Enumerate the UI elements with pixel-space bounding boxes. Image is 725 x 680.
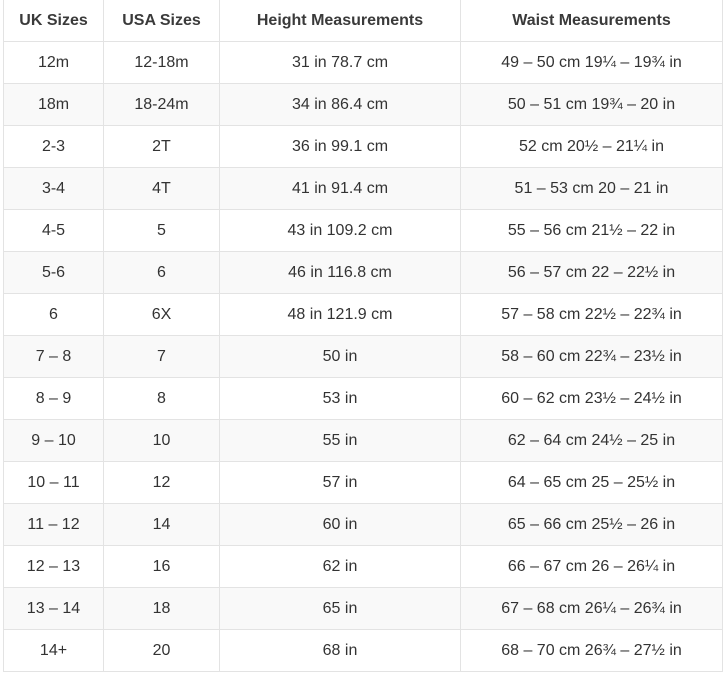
table-row: 12 – 13 16 62 in 66 – 67 cm 26 – 26¼ in bbox=[3, 545, 723, 588]
cell-height: 36 in 99.1 cm bbox=[219, 125, 461, 168]
table-row: 18m 18-24m 34 in 86.4 cm 50 – 51 cm 19¾ … bbox=[3, 83, 723, 126]
cell-uk-size: 3-4 bbox=[3, 167, 104, 210]
cell-uk-size: 5-6 bbox=[3, 251, 104, 294]
cell-uk-size: 6 bbox=[3, 293, 104, 336]
table-row: 13 – 14 18 65 in 67 – 68 cm 26¼ – 26¾ in bbox=[3, 587, 723, 630]
cell-usa-size: 12 bbox=[103, 461, 220, 504]
size-chart-container: UK Sizes USA Sizes Height Measurements W… bbox=[3, 0, 723, 672]
cell-height: 50 in bbox=[219, 335, 461, 378]
cell-usa-size: 2T bbox=[103, 125, 220, 168]
cell-waist: 56 – 57 cm 22 – 22½ in bbox=[460, 251, 723, 294]
cell-waist: 52 cm 20½ – 21¼ in bbox=[460, 125, 723, 168]
cell-waist: 58 – 60 cm 22¾ – 23½ in bbox=[460, 335, 723, 378]
cell-usa-size: 6 bbox=[103, 251, 220, 294]
cell-uk-size: 12m bbox=[3, 41, 104, 84]
table-row: 12m 12-18m 31 in 78.7 cm 49 – 50 cm 19¼ … bbox=[3, 41, 723, 84]
cell-uk-size: 10 – 11 bbox=[3, 461, 104, 504]
cell-uk-size: 13 – 14 bbox=[3, 587, 104, 630]
cell-usa-size: 4T bbox=[103, 167, 220, 210]
header-height-measurements: Height Measurements bbox=[219, 0, 461, 42]
cell-waist: 49 – 50 cm 19¼ – 19¾ in bbox=[460, 41, 723, 84]
cell-waist: 68 – 70 cm 26¾ – 27½ in bbox=[460, 629, 723, 672]
cell-waist: 60 – 62 cm 23½ – 24½ in bbox=[460, 377, 723, 420]
cell-usa-size: 18-24m bbox=[103, 83, 220, 126]
cell-usa-size: 5 bbox=[103, 209, 220, 252]
cell-waist: 50 – 51 cm 19¾ – 20 in bbox=[460, 83, 723, 126]
cell-uk-size: 2-3 bbox=[3, 125, 104, 168]
cell-height: 65 in bbox=[219, 587, 461, 630]
table-row: 11 – 12 14 60 in 65 – 66 cm 25½ – 26 in bbox=[3, 503, 723, 546]
cell-usa-size: 7 bbox=[103, 335, 220, 378]
cell-height: 53 in bbox=[219, 377, 461, 420]
cell-waist: 67 – 68 cm 26¼ – 26¾ in bbox=[460, 587, 723, 630]
cell-uk-size: 4-5 bbox=[3, 209, 104, 252]
table-row: 6 6X 48 in 121.9 cm 57 – 58 cm 22½ – 22¾… bbox=[3, 293, 723, 336]
cell-usa-size: 10 bbox=[103, 419, 220, 462]
cell-height: 57 in bbox=[219, 461, 461, 504]
cell-height: 48 in 121.9 cm bbox=[219, 293, 461, 336]
cell-height: 62 in bbox=[219, 545, 461, 588]
table-header: UK Sizes USA Sizes Height Measurements W… bbox=[3, 0, 723, 42]
table-row: 8 – 9 8 53 in 60 – 62 cm 23½ – 24½ in bbox=[3, 377, 723, 420]
cell-uk-size: 12 – 13 bbox=[3, 545, 104, 588]
cell-usa-size: 8 bbox=[103, 377, 220, 420]
cell-height: 34 in 86.4 cm bbox=[219, 83, 461, 126]
cell-height: 68 in bbox=[219, 629, 461, 672]
table-row: 3-4 4T 41 in 91.4 cm 51 – 53 cm 20 – 21 … bbox=[3, 167, 723, 210]
cell-uk-size: 7 – 8 bbox=[3, 335, 104, 378]
cell-height: 43 in 109.2 cm bbox=[219, 209, 461, 252]
cell-usa-size: 6X bbox=[103, 293, 220, 336]
cell-height: 55 in bbox=[219, 419, 461, 462]
cell-waist: 64 – 65 cm 25 – 25½ in bbox=[460, 461, 723, 504]
cell-height: 41 in 91.4 cm bbox=[219, 167, 461, 210]
cell-usa-size: 14 bbox=[103, 503, 220, 546]
cell-height: 60 in bbox=[219, 503, 461, 546]
table-row: 5-6 6 46 in 116.8 cm 56 – 57 cm 22 – 22½… bbox=[3, 251, 723, 294]
size-chart-table: UK Sizes USA Sizes Height Measurements W… bbox=[3, 0, 723, 672]
table-body: 12m 12-18m 31 in 78.7 cm 49 – 50 cm 19¼ … bbox=[3, 41, 723, 672]
cell-uk-size: 9 – 10 bbox=[3, 419, 104, 462]
cell-waist: 65 – 66 cm 25½ – 26 in bbox=[460, 503, 723, 546]
header-uk-sizes: UK Sizes bbox=[3, 0, 104, 42]
header-usa-sizes: USA Sizes bbox=[103, 0, 220, 42]
cell-height: 31 in 78.7 cm bbox=[219, 41, 461, 84]
table-row: 4-5 5 43 in 109.2 cm 55 – 56 cm 21½ – 22… bbox=[3, 209, 723, 252]
cell-uk-size: 18m bbox=[3, 83, 104, 126]
cell-waist: 62 – 64 cm 24½ – 25 in bbox=[460, 419, 723, 462]
table-row: 2-3 2T 36 in 99.1 cm 52 cm 20½ – 21¼ in bbox=[3, 125, 723, 168]
cell-waist: 55 – 56 cm 21½ – 22 in bbox=[460, 209, 723, 252]
cell-uk-size: 8 – 9 bbox=[3, 377, 104, 420]
header-waist-measurements: Waist Measurements bbox=[460, 0, 723, 42]
cell-waist: 57 – 58 cm 22½ – 22¾ in bbox=[460, 293, 723, 336]
table-row: 9 – 10 10 55 in 62 – 64 cm 24½ – 25 in bbox=[3, 419, 723, 462]
cell-uk-size: 14+ bbox=[3, 629, 104, 672]
table-row: 10 – 11 12 57 in 64 – 65 cm 25 – 25½ in bbox=[3, 461, 723, 504]
cell-usa-size: 20 bbox=[103, 629, 220, 672]
cell-waist: 51 – 53 cm 20 – 21 in bbox=[460, 167, 723, 210]
cell-waist: 66 – 67 cm 26 – 26¼ in bbox=[460, 545, 723, 588]
cell-usa-size: 18 bbox=[103, 587, 220, 630]
cell-uk-size: 11 – 12 bbox=[3, 503, 104, 546]
cell-usa-size: 16 bbox=[103, 545, 220, 588]
table-row: 14+ 20 68 in 68 – 70 cm 26¾ – 27½ in bbox=[3, 629, 723, 672]
cell-height: 46 in 116.8 cm bbox=[219, 251, 461, 294]
cell-usa-size: 12-18m bbox=[103, 41, 220, 84]
table-row: 7 – 8 7 50 in 58 – 60 cm 22¾ – 23½ in bbox=[3, 335, 723, 378]
header-row: UK Sizes USA Sizes Height Measurements W… bbox=[3, 0, 723, 42]
